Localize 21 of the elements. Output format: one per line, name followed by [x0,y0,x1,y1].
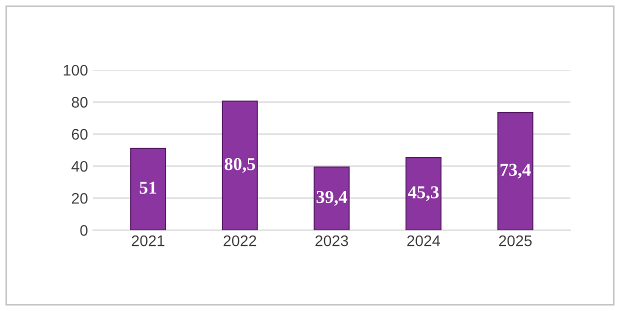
y-tick-label: 80 [72,96,88,108]
data-label: 39,4 [316,190,348,206]
bar [130,148,166,230]
y-tick-label: 0 [80,225,88,236]
x-tick-label: 2024 [407,235,440,246]
bar [222,100,258,230]
bar [314,166,350,230]
data-label: 80,5 [224,158,256,173]
y-tick-label: 20 [72,192,88,204]
data-label: 73,4 [500,164,531,178]
data-label: 45,3 [408,186,439,201]
y-tick-label: 60 [72,128,88,140]
y-tick-label: 40 [72,160,88,172]
x-tick-label: 2021 [132,235,164,246]
bar [406,157,442,230]
x-tick-label: 2022 [224,235,256,246]
bar [497,112,534,230]
x-tick-label: 2025 [499,235,532,246]
data-label: 51 [140,182,156,194]
x-tick-label: 2023 [315,235,348,246]
y-tick-label: 100 [64,64,88,76]
